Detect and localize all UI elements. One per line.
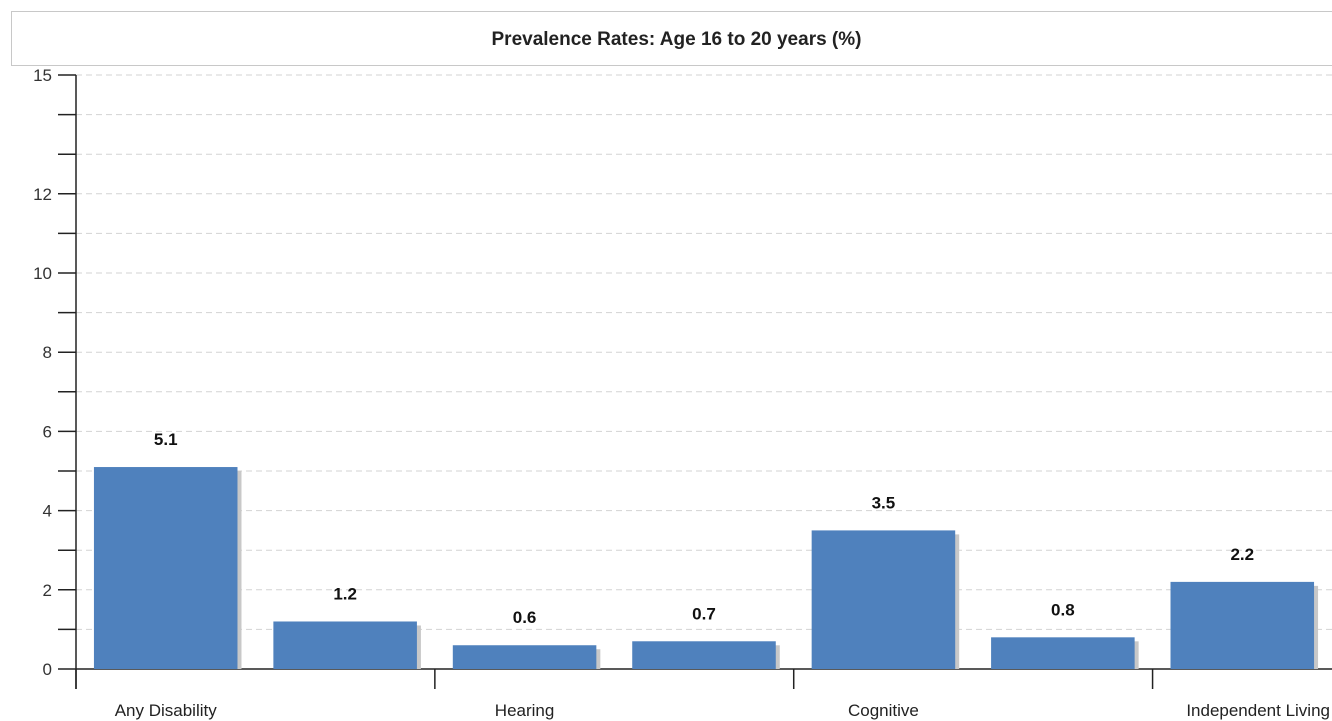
y-tick-label: 15 xyxy=(33,66,52,85)
bar[interactable] xyxy=(93,467,238,669)
data-label: 0.7 xyxy=(692,604,716,623)
data-label: 0.6 xyxy=(513,608,537,627)
bar[interactable] xyxy=(273,621,417,669)
bar[interactable] xyxy=(452,645,597,669)
x-tick-label: Hearing xyxy=(495,701,555,720)
data-label: 2.2 xyxy=(1230,545,1254,564)
y-tick-label: 8 xyxy=(43,343,52,362)
y-tick-label: 12 xyxy=(33,185,52,204)
y-tick-label: 4 xyxy=(43,502,52,521)
bar[interactable] xyxy=(991,637,1135,669)
y-tick-label: 10 xyxy=(33,264,52,283)
x-tick-label: Independent Living xyxy=(1186,701,1330,720)
bar[interactable] xyxy=(632,641,776,669)
data-label: 5.1 xyxy=(154,430,178,449)
y-tick-label: 6 xyxy=(43,422,52,441)
x-tick-label: Cognitive xyxy=(848,701,919,720)
chart-title: Prevalence Rates: Age 16 to 20 years (%) xyxy=(491,29,862,50)
data-label: 0.8 xyxy=(1051,600,1075,619)
y-tick-label: 2 xyxy=(43,581,52,600)
data-label: 3.5 xyxy=(872,493,896,512)
y-tick-label: 0 xyxy=(43,660,52,679)
x-tick-label: Any Disability xyxy=(115,701,218,720)
bar[interactable] xyxy=(1170,581,1315,669)
bar[interactable] xyxy=(811,530,956,669)
chart-title-box: Prevalence Rates: Age 16 to 20 years (%) xyxy=(11,11,1332,66)
data-label: 1.2 xyxy=(333,584,357,603)
